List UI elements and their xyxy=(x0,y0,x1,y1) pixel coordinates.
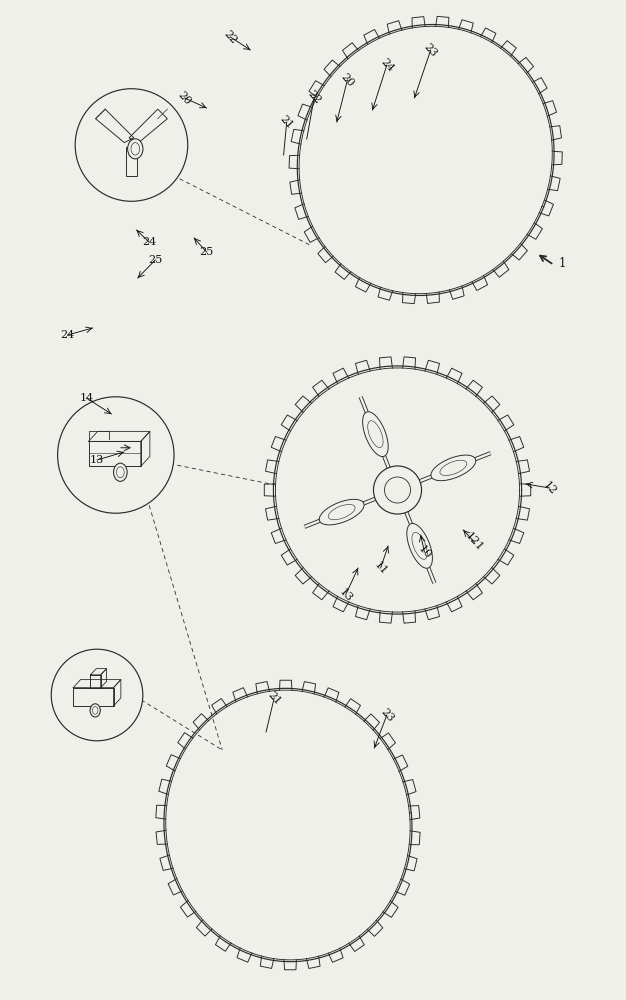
Text: 24: 24 xyxy=(61,330,74,340)
Text: 24: 24 xyxy=(142,237,156,247)
Circle shape xyxy=(384,477,411,503)
Text: 24: 24 xyxy=(378,56,396,74)
Text: 121: 121 xyxy=(464,531,485,553)
Text: 25: 25 xyxy=(148,255,162,265)
Text: 1: 1 xyxy=(559,257,567,270)
Circle shape xyxy=(374,466,421,514)
Ellipse shape xyxy=(362,412,388,457)
Text: 22: 22 xyxy=(222,28,239,46)
Ellipse shape xyxy=(319,499,364,525)
Text: 21: 21 xyxy=(265,689,283,707)
Circle shape xyxy=(75,89,188,201)
Text: 12: 12 xyxy=(541,479,558,497)
Circle shape xyxy=(58,397,174,513)
Ellipse shape xyxy=(113,463,127,481)
Ellipse shape xyxy=(407,523,433,568)
Text: 22: 22 xyxy=(305,88,323,106)
Text: 14: 14 xyxy=(80,393,93,403)
Text: 13: 13 xyxy=(90,455,104,465)
Text: 20: 20 xyxy=(339,71,356,89)
Ellipse shape xyxy=(90,704,100,717)
Ellipse shape xyxy=(128,139,143,159)
Text: 10: 10 xyxy=(416,543,433,561)
Text: 23: 23 xyxy=(422,41,439,59)
Text: 11: 11 xyxy=(372,559,389,577)
Text: 25: 25 xyxy=(200,247,213,257)
Text: 21: 21 xyxy=(278,113,295,131)
Text: 13: 13 xyxy=(337,586,354,604)
Text: 23: 23 xyxy=(378,706,396,724)
Text: 20: 20 xyxy=(176,89,193,107)
Circle shape xyxy=(51,649,143,741)
Ellipse shape xyxy=(431,455,476,481)
